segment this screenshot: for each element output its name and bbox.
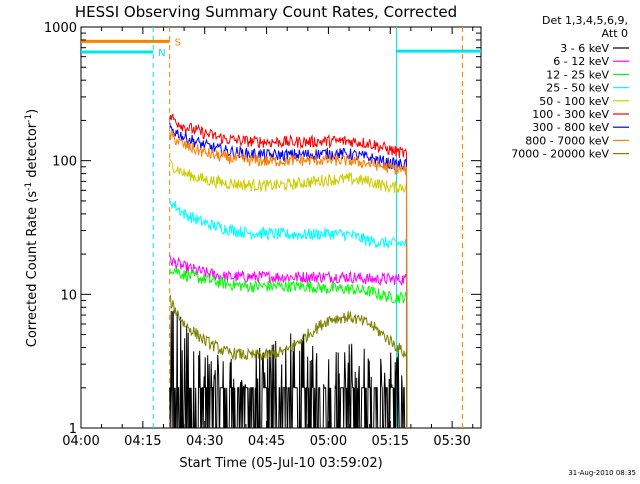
series-line-12-25-kev	[169, 267, 408, 429]
legend-label: 6 - 12 keV	[553, 55, 609, 68]
x-tick-label: 04:00	[62, 434, 99, 449]
series-line-800-7000-kev	[169, 130, 408, 429]
legend-header-line-2: Att 0	[602, 27, 628, 40]
legend-label: 50 - 100 keV	[539, 95, 609, 108]
y-axis-label: Corrected Count Rate (s-1 detector-1)	[24, 109, 40, 347]
x-tick-label: 04:30	[186, 434, 223, 449]
x-axis-ticks: 04:00 04:15 04:30 04:45 05:00 05:15 05:30	[62, 27, 474, 449]
legend-label: 3 - 6 keV	[560, 42, 609, 55]
series-line-3-6-kev	[169, 310, 407, 429]
data-series	[169, 113, 408, 429]
series-line-300-800-kev	[169, 122, 408, 429]
chart-title: HESSI Observing Summary Count Rates, Cor…	[75, 3, 457, 21]
series-line-25-50-kev	[169, 197, 408, 429]
x-tick-label: 05:30	[433, 434, 470, 449]
y-tick-label: 1000	[44, 21, 77, 36]
marker-label-n: N	[158, 48, 165, 59]
plot-frame	[80, 26, 482, 429]
legend-label: 300 - 800 keV	[532, 121, 609, 134]
x-tick-label: 04:45	[248, 434, 285, 449]
legend-label: 25 - 50 keV	[546, 82, 609, 95]
x-tick-label: 05:15	[372, 434, 409, 449]
y-axis-ticks: 1 10 100 1000	[44, 21, 481, 437]
marker-label-s: S	[175, 37, 181, 48]
series-line-50-100-kev	[169, 158, 408, 429]
legend-label: 12 - 25 keV	[546, 68, 609, 81]
series-line-7000-20000-kev	[169, 294, 408, 429]
x-tick-label: 05:00	[310, 434, 347, 449]
legend-header-line-1: Det 1,3,4,5,6,9,	[542, 14, 628, 27]
legend-label: 100 - 300 keV	[532, 108, 609, 121]
series-line-100-300-kev	[169, 113, 408, 429]
interval-bars	[81, 39, 481, 54]
legend-label: 800 - 7000 keV	[525, 134, 609, 147]
y-tick-label: 1	[69, 422, 77, 437]
y-tick-label: 100	[52, 155, 77, 170]
x-tick-label: 04:15	[124, 434, 161, 449]
x-axis-label: Start Time (05-Jul-10 03:59:02)	[179, 456, 382, 471]
legend-label: 7000 - 20000 keV	[511, 148, 609, 161]
footer-timestamp: 31-Aug-2010 08:35	[568, 469, 636, 477]
y-tick-label: 10	[60, 288, 77, 303]
